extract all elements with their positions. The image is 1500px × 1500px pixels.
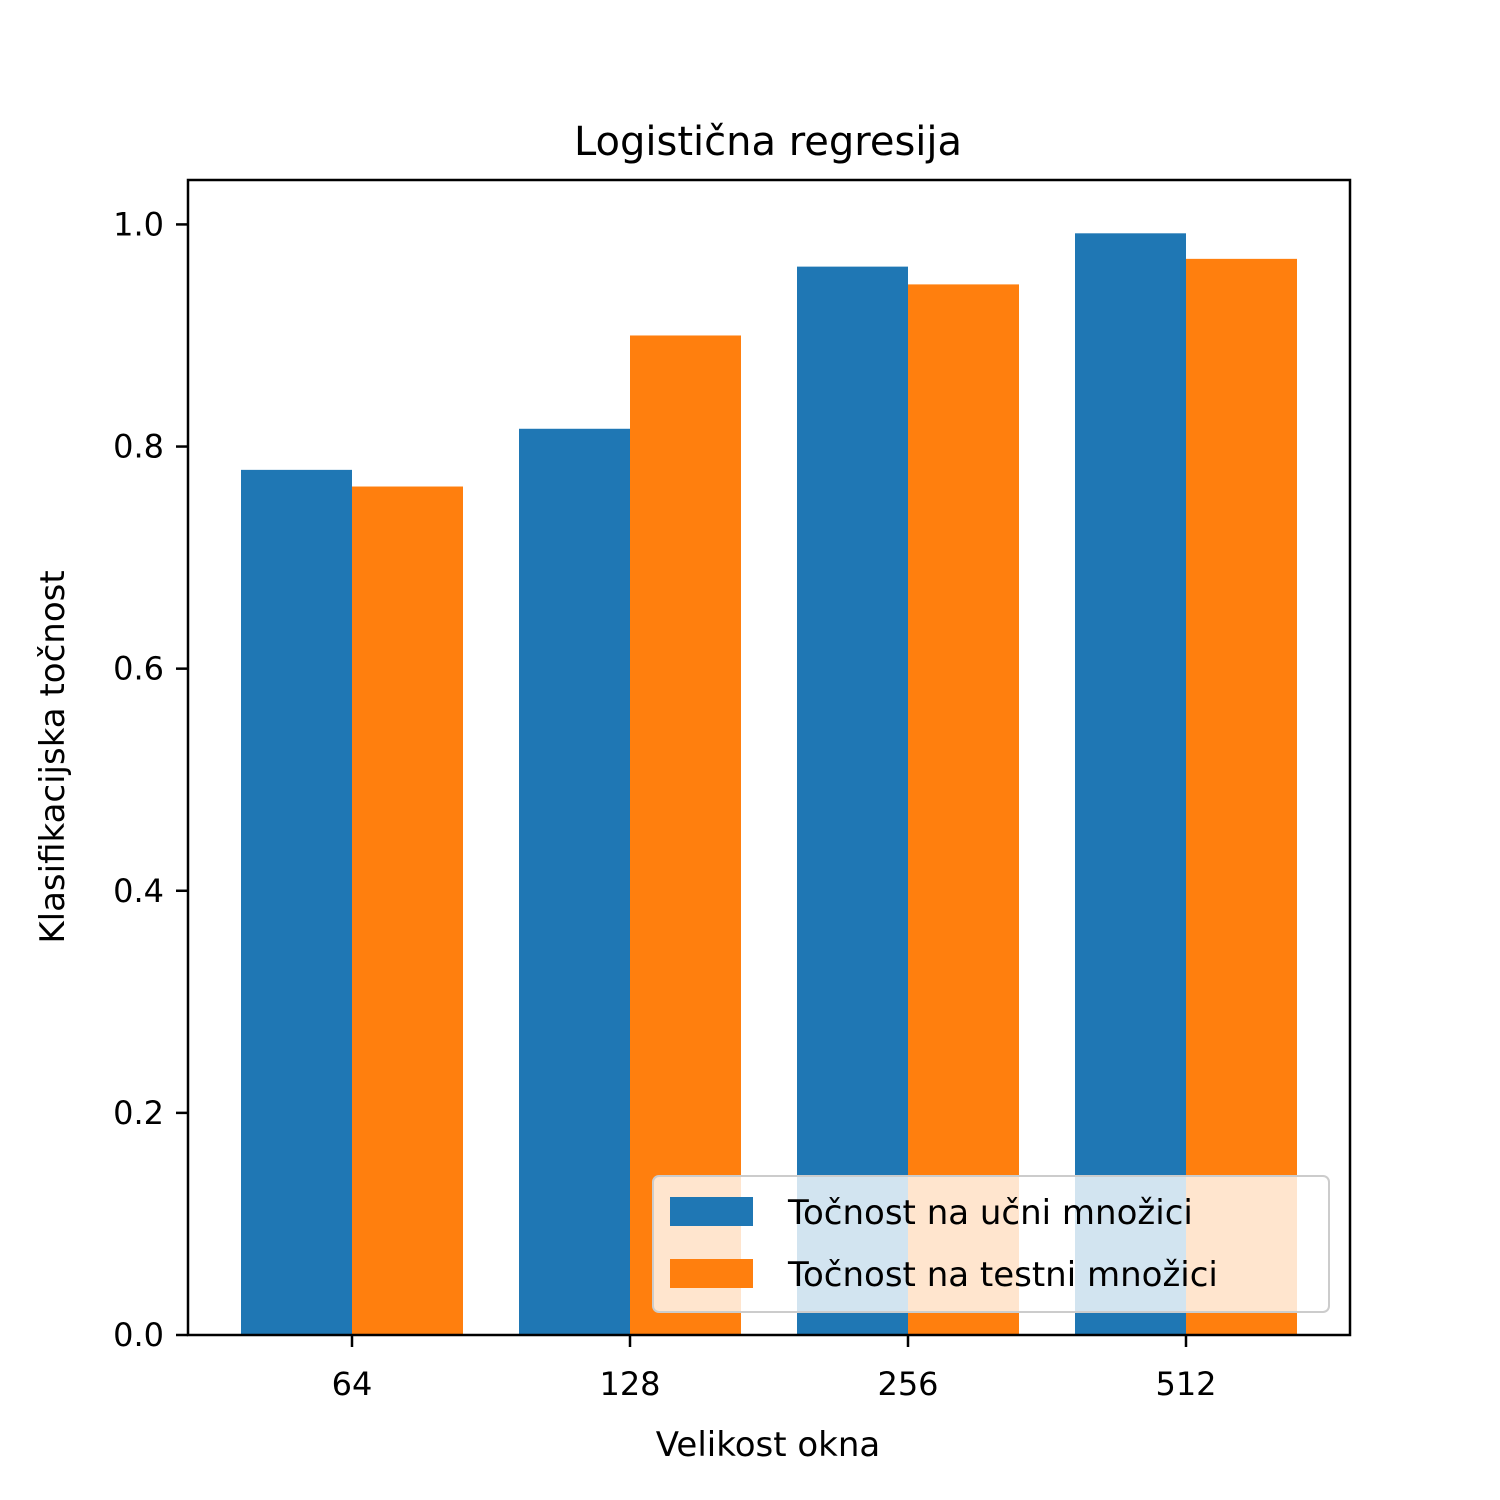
bar-train-64 <box>241 469 352 1335</box>
legend: Točnost na učni množici Točnost na testn… <box>652 1175 1330 1313</box>
legend-label-train: Točnost na učni množici <box>787 1193 1193 1233</box>
bar-train-512 <box>1075 233 1186 1335</box>
bar-test-128 <box>630 335 741 1335</box>
bars-group <box>241 233 1297 1335</box>
y-tick-label: 1.0 <box>113 205 164 243</box>
bar-train-128 <box>519 428 630 1335</box>
y-tick-label: 0.2 <box>113 1094 164 1132</box>
legend-swatch-test <box>670 1259 753 1288</box>
x-tick-label: 256 <box>877 1365 938 1403</box>
legend-label-test: Točnost na testni množici <box>787 1255 1218 1295</box>
legend-swatch-train <box>670 1197 753 1226</box>
x-axis-ticks: 64 128 256 512 <box>332 1335 1217 1403</box>
y-tick-label: 0.0 <box>113 1316 164 1354</box>
x-axis-label: Velikost okna <box>656 1425 880 1465</box>
y-tick-label: 0.8 <box>113 428 164 466</box>
bar-test-256 <box>908 284 1019 1335</box>
plot-frame <box>186 178 1352 1337</box>
x-tick-label: 512 <box>1155 1365 1216 1403</box>
x-tick-label: 128 <box>599 1365 660 1403</box>
y-axis-label: Klasifikacijska točnost <box>33 570 73 943</box>
bar-test-64 <box>352 486 463 1335</box>
y-tick-label: 0.4 <box>113 872 164 910</box>
legend-frame <box>652 1175 1330 1313</box>
bar-test-512 <box>1186 258 1297 1335</box>
bar-train-256 <box>797 266 908 1335</box>
chart-title: Logistična regresija <box>574 119 962 165</box>
x-tick-label: 64 <box>332 1365 373 1403</box>
y-axis-ticks: 0.0 0.2 0.4 0.6 0.8 1.0 <box>113 205 188 1354</box>
y-tick-label: 0.6 <box>113 650 164 688</box>
